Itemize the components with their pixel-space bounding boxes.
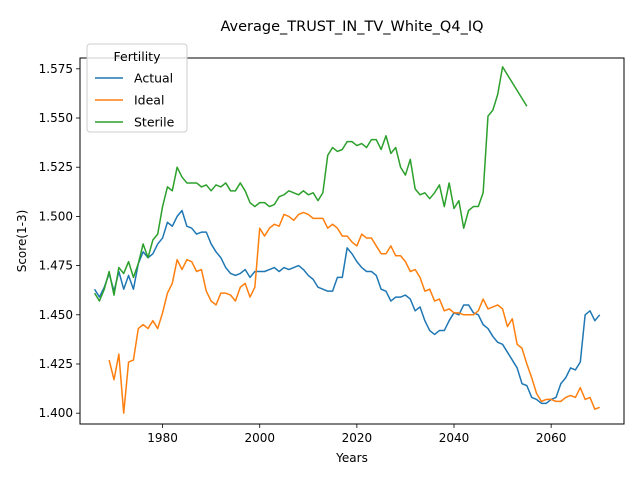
y-tick-label: 1.400 — [39, 406, 73, 420]
legend-title: Fertility — [114, 49, 162, 64]
series-line-ideal — [108, 211, 600, 414]
legend-label-actual: Actual — [134, 71, 173, 86]
x-axis-label: Years — [335, 451, 368, 465]
y-axis-ticks: 1.400 1.425 1.450 1.475 1.500 1.525 1.550 1.575 — [39, 62, 80, 420]
x-tick-label: 2060 — [536, 431, 567, 445]
legend-items: Actual Ideal Sterile — [95, 71, 175, 130]
y-tick-label: 1.425 — [39, 357, 73, 371]
y-tick-label: 1.475 — [39, 259, 73, 273]
legend-box — [86, 43, 188, 133]
x-tick-label: 1980 — [147, 431, 178, 445]
legend-label-ideal: Ideal — [134, 93, 164, 108]
x-tick-label: 2000 — [244, 431, 275, 445]
y-tick-label: 1.575 — [39, 62, 73, 76]
legend: Fertility Actual Ideal Sterile — [86, 43, 188, 133]
x-tick-label: 2040 — [439, 431, 470, 445]
x-axis-ticks: 1980 2000 2020 2040 2060 — [147, 424, 566, 445]
series-line-sterile — [93, 66, 528, 302]
y-axis-label: Score(1-3) — [15, 210, 29, 273]
x-tick-label: 2020 — [342, 431, 373, 445]
y-tick-label: 1.450 — [39, 308, 73, 322]
plot-area-frame — [79, 57, 625, 425]
chart-title: Average_TRUST_IN_TV_White_Q4_IQ — [220, 19, 483, 35]
y-tick-label: 1.550 — [39, 111, 73, 125]
y-tick-label: 1.500 — [39, 209, 73, 223]
y-tick-label: 1.525 — [39, 160, 73, 174]
series-line-actual — [93, 209, 601, 405]
legend-label-sterile: Sterile — [134, 115, 175, 130]
series-layer — [93, 66, 601, 414]
